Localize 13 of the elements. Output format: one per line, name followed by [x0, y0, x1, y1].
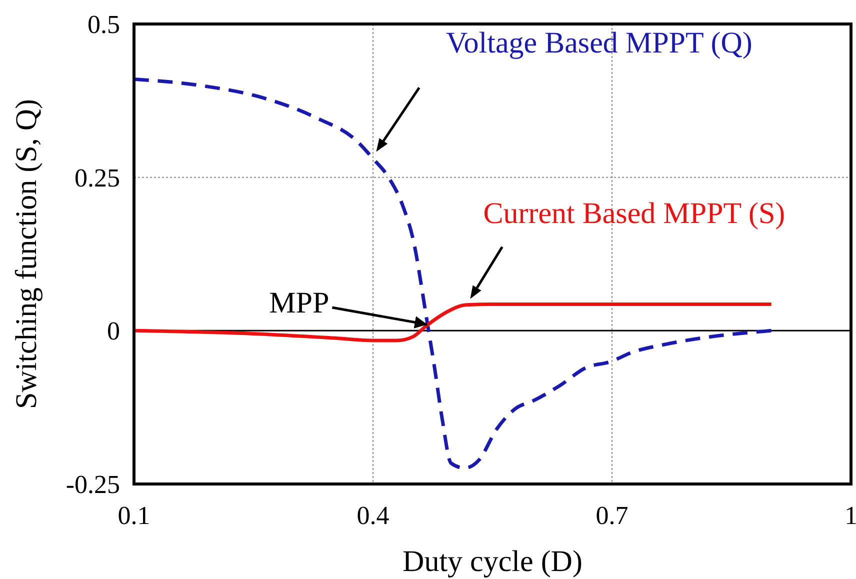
- x-tick-label: 0.4: [356, 501, 390, 530]
- text: Current Based MPPT (S): [483, 196, 786, 230]
- text: Voltage Based MPPT (Q): [446, 26, 752, 60]
- y-axis-title: Switching function (S, Q): [10, 99, 43, 409]
- annotation: MPP: [269, 286, 330, 320]
- x-axis-title: Duty cycle (D): [402, 545, 582, 578]
- y-tick-label: -0.25: [66, 470, 120, 499]
- y-tick-label: 0.5: [88, 10, 120, 39]
- x-tick-label: 0.1: [118, 501, 150, 530]
- y-tick-label: 0.25: [74, 163, 120, 192]
- y-tick-label: 0: [107, 316, 120, 346]
- x-tick-label: 0.7: [596, 501, 628, 530]
- x-tick-label: 1: [844, 501, 856, 530]
